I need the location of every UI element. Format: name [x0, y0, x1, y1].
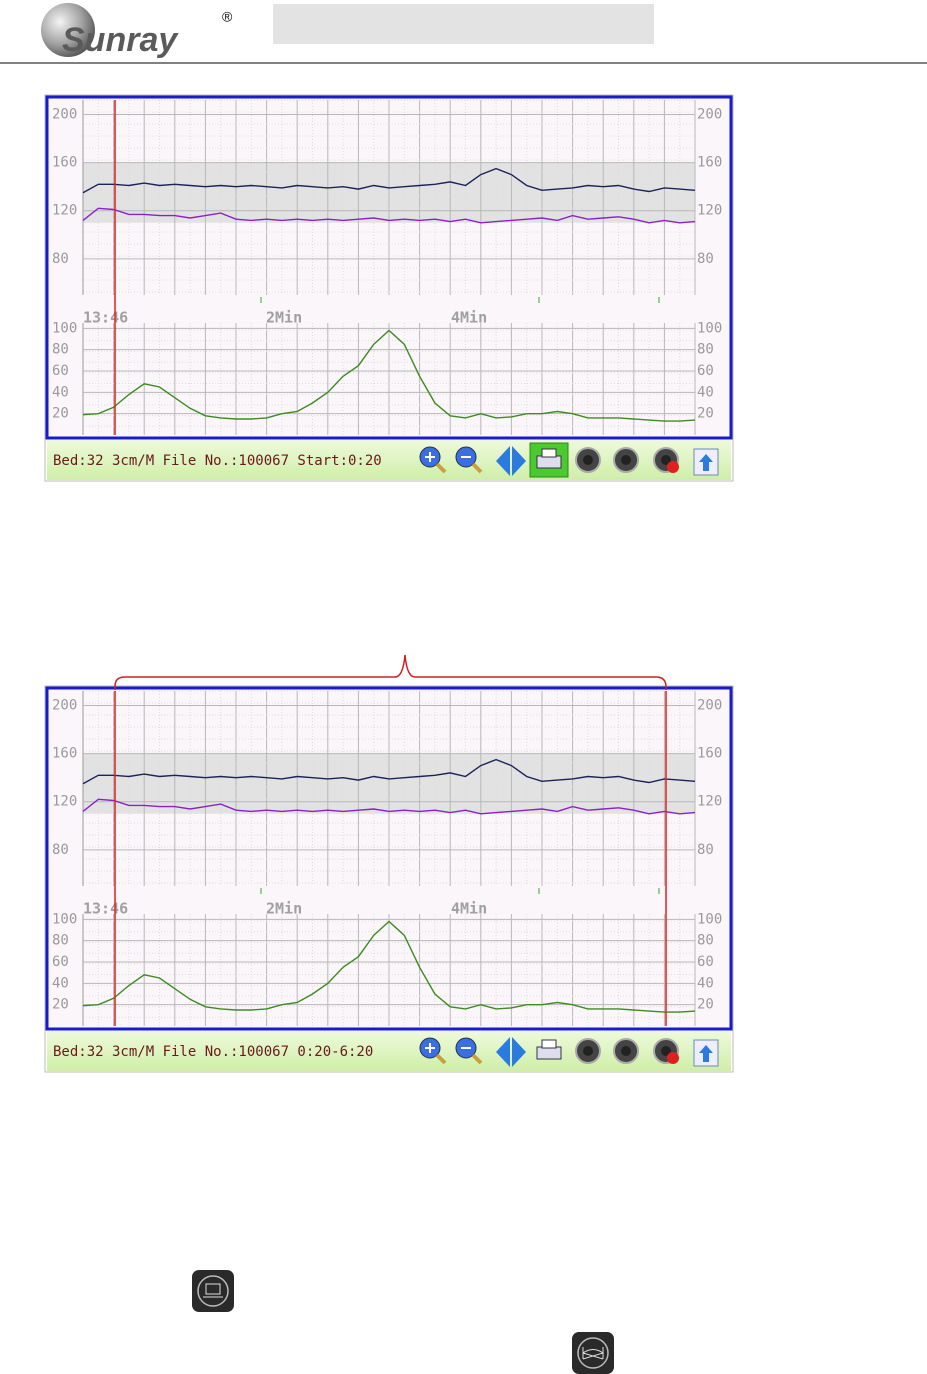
toolbar-button[interactable]	[575, 447, 601, 473]
ctg-panel: 80 80 120 120 160 160 200 200 20 20 40 40 60 60 80 80 10…	[44, 94, 734, 482]
icon	[661, 1046, 671, 1056]
y2-tick-label: 40	[697, 975, 714, 991]
toolbar-button[interactable]	[653, 1038, 679, 1064]
trace-line	[82, 758, 696, 785]
logo-sphere	[41, 3, 95, 57]
y2-tick-label: 20	[697, 406, 714, 422]
y2-tick-label: 80	[697, 342, 714, 358]
icon	[536, 455, 562, 469]
y-tick-label: 20	[52, 406, 69, 422]
header-box	[273, 4, 654, 44]
y2-tick-label: 60	[697, 363, 714, 379]
y2-tick-label: 200	[697, 106, 722, 122]
y-tick-label: 160	[52, 746, 77, 762]
time-label: 2Min	[266, 309, 302, 327]
trace-line	[82, 329, 696, 422]
icon	[583, 455, 593, 465]
icon	[583, 1046, 593, 1056]
y2-tick-label: 100	[697, 911, 722, 927]
toolbar-button[interactable]	[496, 446, 526, 476]
y2-tick-label: 60	[697, 954, 714, 970]
icon	[667, 461, 679, 473]
y-tick-label: 80	[52, 933, 69, 949]
icon	[435, 1053, 447, 1065]
trace-line	[82, 798, 696, 815]
toolbar-button[interactable]	[496, 1037, 526, 1067]
y2-tick-label: 80	[697, 251, 714, 267]
icon	[541, 448, 557, 458]
ctg-panel: 80 80 120 120 160 160 200 200 20 20 40 40 60 60 80 80 10…	[44, 685, 734, 1073]
logo-text: Sunray	[62, 21, 179, 59]
inline-icon	[192, 1270, 234, 1312]
icon	[699, 1045, 713, 1062]
toolbar-button[interactable]	[455, 446, 483, 474]
status-text: Bed:32 3cm/M File No.:100067 Start:0:20	[53, 453, 382, 469]
toolbar-button[interactable]	[529, 442, 569, 478]
toolbar-button[interactable]	[693, 1039, 719, 1067]
selection-brace	[114, 654, 667, 690]
icon	[541, 1039, 557, 1049]
icon	[471, 462, 483, 474]
icon	[496, 446, 526, 476]
y-tick-label: 20	[52, 997, 69, 1013]
toolbar-button[interactable]	[419, 1037, 447, 1065]
y-tick-label: 60	[52, 363, 69, 379]
y2-tick-label: 160	[697, 155, 722, 171]
y-tick-label: 80	[52, 842, 69, 858]
icon	[667, 1052, 679, 1064]
toolbar-button[interactable]	[613, 1038, 639, 1064]
time-label: 13:46	[83, 309, 128, 327]
toolbar-button[interactable]	[419, 446, 447, 474]
y-tick-label: 60	[52, 954, 69, 970]
trace-line	[82, 920, 696, 1013]
inline-icon	[572, 1332, 614, 1374]
y2-tick-label: 80	[697, 933, 714, 949]
y-tick-label: 120	[52, 794, 77, 810]
y-tick-label: 100	[52, 320, 77, 336]
y2-tick-label: 160	[697, 746, 722, 762]
y-tick-label: 200	[52, 697, 77, 713]
toolbar-button[interactable]	[693, 448, 719, 476]
y2-tick-label: 40	[697, 384, 714, 400]
icon	[536, 1046, 562, 1060]
trace-line	[82, 167, 696, 194]
y-tick-label: 80	[52, 342, 69, 358]
toolbar-button[interactable]	[455, 1037, 483, 1065]
trace-line	[82, 207, 696, 224]
y-tick-label: 120	[52, 203, 77, 219]
icon	[661, 455, 671, 465]
time-label: 2Min	[266, 900, 302, 918]
status-text: Bed:32 3cm/M File No.:100067 0:20-6:20	[53, 1044, 373, 1060]
y2-tick-label: 200	[697, 697, 722, 713]
toolbar-button[interactable]	[613, 447, 639, 473]
icon	[621, 455, 631, 465]
y-tick-label: 80	[52, 251, 69, 267]
icon	[496, 1037, 526, 1067]
y2-tick-label: 120	[697, 203, 722, 219]
icon	[435, 462, 447, 474]
y2-tick-label: 100	[697, 320, 722, 336]
time-label: 4Min	[451, 309, 487, 327]
y2-tick-label: 20	[697, 997, 714, 1013]
y-tick-label: 160	[52, 155, 77, 171]
icon	[471, 1053, 483, 1065]
toolbar-button[interactable]	[536, 1039, 562, 1060]
toolbar-button[interactable]	[653, 447, 679, 473]
header: Sunray ®	[0, 3, 927, 64]
icon	[699, 454, 713, 471]
y-tick-label: 40	[52, 384, 69, 400]
toolbar-button[interactable]	[575, 1038, 601, 1064]
y-tick-label: 200	[52, 106, 77, 122]
panels: 80 80 120 120 160 160 200 200 20 20 40 40 60 60 80 80 10…	[44, 94, 734, 1073]
y-tick-label: 100	[52, 911, 77, 927]
icon	[621, 1046, 631, 1056]
y2-tick-label: 80	[697, 842, 714, 858]
y-tick-label: 40	[52, 975, 69, 991]
time-label: 4Min	[451, 900, 487, 918]
time-label: 13:46	[83, 900, 128, 918]
y2-tick-label: 120	[697, 794, 722, 810]
registered-mark: ®	[222, 9, 233, 25]
